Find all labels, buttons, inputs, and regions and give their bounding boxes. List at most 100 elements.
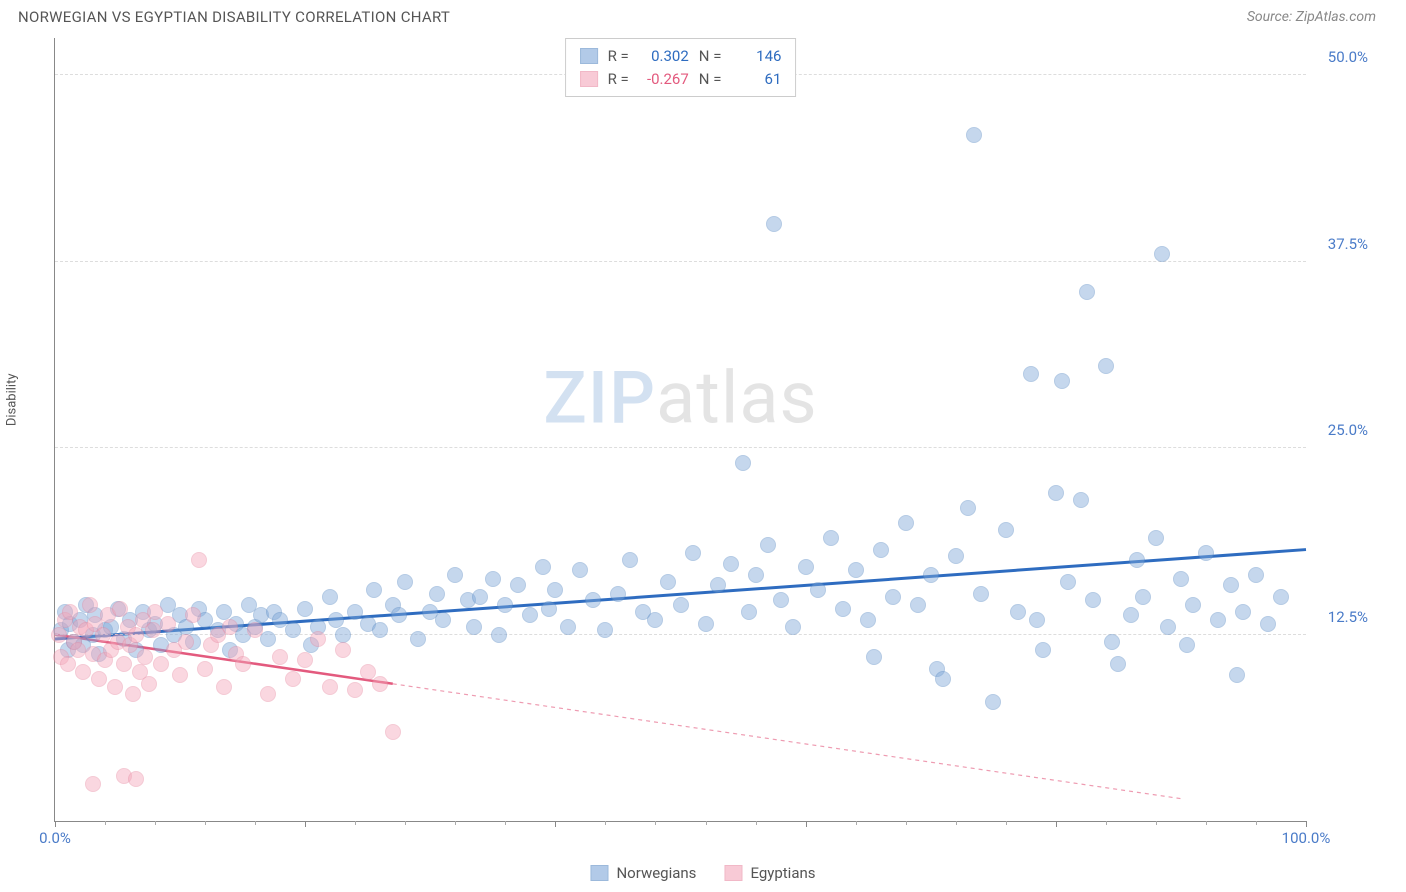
data-point-norwegians <box>873 542 889 558</box>
data-point-egyptians <box>128 771 144 787</box>
data-point-norwegians <box>1035 642 1051 658</box>
data-point-egyptians <box>385 724 401 740</box>
data-point-norwegians <box>1235 604 1251 620</box>
data-point-egyptians <box>75 664 91 680</box>
data-point-egyptians <box>137 649 153 665</box>
data-point-norwegians <box>1129 552 1145 568</box>
x-tick-minor <box>355 821 356 825</box>
data-point-norwegians <box>1148 530 1164 546</box>
data-point-norwegians <box>848 562 864 578</box>
data-point-norwegians <box>1173 571 1189 587</box>
x-tick-minor <box>255 821 256 825</box>
data-point-norwegians <box>723 556 739 572</box>
x-tick-minor <box>405 821 406 825</box>
y-axis-label: Disability <box>5 373 20 426</box>
data-point-egyptians <box>125 686 141 702</box>
data-point-norwegians <box>748 567 764 583</box>
x-tick-minor <box>1006 821 1007 825</box>
data-point-norwegians <box>835 601 851 617</box>
swatch-egyptians <box>580 71 598 87</box>
x-tick-minor <box>455 821 456 825</box>
x-tick <box>1306 821 1307 827</box>
stat-n-label: N = <box>699 45 722 68</box>
data-point-norwegians <box>297 601 313 617</box>
x-tick <box>806 821 807 827</box>
y-tick-label: 50.0% <box>1328 48 1368 66</box>
x-tick <box>305 821 306 827</box>
data-point-norwegians <box>497 597 513 613</box>
data-point-norwegians <box>1198 545 1214 561</box>
stat-n-label: N = <box>699 68 722 91</box>
data-point-norwegians <box>798 559 814 575</box>
data-point-norwegians <box>741 604 757 620</box>
watermark-zip: ZIP <box>543 356 656 441</box>
x-tick-minor <box>856 821 857 825</box>
data-point-norwegians <box>622 552 638 568</box>
data-point-norwegians <box>328 612 344 628</box>
data-point-norwegians <box>522 607 538 623</box>
stats-row-norwegians: R = 0.302 N = 146 <box>580 45 782 68</box>
data-point-egyptians <box>112 601 128 617</box>
swatch-norwegians <box>580 48 598 64</box>
data-point-norwegians <box>322 589 338 605</box>
legend-label-norwegians: Norwegians <box>616 864 696 882</box>
data-point-norwegians <box>510 577 526 593</box>
data-point-norwegians <box>698 616 714 632</box>
x-tick-minor <box>655 821 656 825</box>
gridline-h <box>55 447 1306 448</box>
data-point-norwegians <box>472 589 488 605</box>
legend-bottom: Norwegians Egyptians <box>590 864 815 882</box>
data-point-norwegians <box>960 500 976 516</box>
data-point-norwegians <box>610 586 626 602</box>
x-tick-minor <box>155 821 156 825</box>
data-point-norwegians <box>1079 284 1095 300</box>
data-point-egyptians <box>70 642 86 658</box>
data-point-norwegians <box>1260 616 1276 632</box>
data-point-norwegians <box>1135 589 1151 605</box>
data-point-norwegians <box>597 622 613 638</box>
data-point-norwegians <box>1273 589 1289 605</box>
data-point-egyptians <box>178 634 194 650</box>
data-point-norwegians <box>491 627 507 643</box>
y-tick-label: 12.5% <box>1328 608 1368 626</box>
data-point-egyptians <box>260 686 276 702</box>
x-tick-minor <box>1106 821 1107 825</box>
data-point-norwegians <box>766 216 782 232</box>
data-point-norwegians <box>1054 373 1070 389</box>
stats-legend-box: R = 0.302 N = 146 R = -0.267 N = 61 <box>565 38 797 97</box>
data-point-norwegians <box>1104 634 1120 650</box>
data-point-egyptians <box>372 676 388 692</box>
watermark: ZIPatlas <box>543 356 817 441</box>
stats-row-egyptians: R = -0.267 N = 61 <box>580 68 782 91</box>
legend-item-egyptians: Egyptians <box>724 864 815 882</box>
data-point-norwegians <box>1160 619 1176 635</box>
data-point-norwegians <box>335 627 351 643</box>
chart-title: NORWEGIAN VS EGYPTIAN DISABILITY CORRELA… <box>18 8 450 26</box>
x-tick-label: 100.0% <box>1282 829 1331 847</box>
stat-r-label: R = <box>608 68 629 91</box>
stat-r-value-norwegians: 0.302 <box>639 45 689 68</box>
data-point-egyptians <box>222 619 238 635</box>
legend-swatch-norwegians <box>590 865 608 881</box>
data-point-egyptians <box>60 656 76 672</box>
data-point-norwegians <box>885 589 901 605</box>
y-tick-label: 37.5% <box>1328 235 1368 253</box>
data-point-egyptians <box>141 676 157 692</box>
data-point-egyptians <box>160 616 176 632</box>
x-tick-label: 0.0% <box>39 829 71 847</box>
data-point-norwegians <box>535 559 551 575</box>
x-tick-minor <box>605 821 606 825</box>
x-tick-minor <box>906 821 907 825</box>
x-tick-minor <box>105 821 106 825</box>
data-point-norwegians <box>397 574 413 590</box>
data-point-norwegians <box>1110 656 1126 672</box>
data-point-norwegians <box>785 619 801 635</box>
data-point-egyptians <box>145 622 161 638</box>
data-point-norwegians <box>372 622 388 638</box>
x-tick <box>1056 821 1057 827</box>
data-point-norwegians <box>1060 574 1076 590</box>
data-point-norwegians <box>810 582 826 598</box>
data-point-egyptians <box>197 661 213 677</box>
gridline-h <box>55 261 1306 262</box>
data-point-norwegians <box>985 694 1001 710</box>
